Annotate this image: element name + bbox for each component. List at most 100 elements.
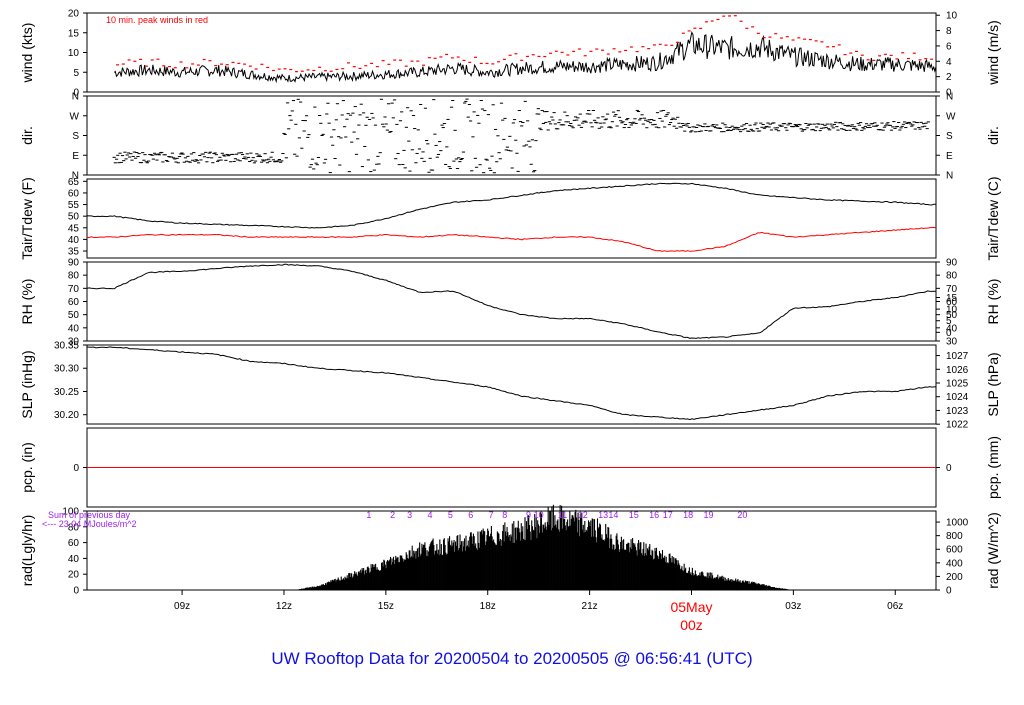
temp-ytick-label-left: 65	[68, 177, 80, 188]
rh-ytick-label-right: 50	[946, 310, 958, 321]
dir-ytick-label-left: E	[72, 151, 79, 162]
rad-ytick-label-right: 400	[946, 558, 963, 569]
pcp-ytick-label-left: 0	[73, 463, 79, 474]
rad-hour-label: 16	[649, 510, 659, 520]
wind-ytick-label-right: 0	[946, 88, 952, 99]
temp-ytick-label-left: 60	[68, 188, 80, 199]
rad-hour-label: 12	[578, 510, 588, 520]
rh-ytick-label-right: 70	[946, 284, 958, 295]
rad-hour-label: 14	[608, 510, 618, 520]
rad-ytick-label-left: 20	[68, 570, 80, 581]
temp-ytick-label-right: 0	[946, 328, 952, 339]
rad-hour-label: 7	[489, 510, 494, 520]
slp-ytick-label-right: 1026	[946, 365, 969, 376]
dir-ytick-label-right: E	[946, 151, 953, 162]
slp-ytick-label-left: 30.20	[54, 410, 79, 421]
x-tick-label: 03z	[785, 601, 801, 612]
slp-ytick-label-right: 1025	[946, 379, 969, 390]
rad-hour-label: 10	[534, 510, 544, 520]
temp-ytick-label-left: 40	[68, 235, 80, 246]
x-date-label: 05May	[670, 599, 712, 615]
rad-hour-label: 19	[703, 510, 713, 520]
wind-ytick-label-right: 6	[946, 41, 952, 52]
wind-ytick-label-left: 20	[68, 9, 80, 20]
rh-ytick-label-right: 80	[946, 271, 958, 282]
rad-hour-label: 5	[448, 510, 453, 520]
rad-hour-label: 3	[407, 510, 412, 520]
rh-ytick-label-left: 90	[68, 258, 80, 269]
rh-ytick-label-left: 50	[68, 310, 80, 321]
rad-ytick-label-right: 200	[946, 572, 963, 583]
rad-ytick-label-right: 600	[946, 545, 963, 556]
rad-hour-label: 4	[427, 510, 432, 520]
dir-ytick-label-left: N	[72, 171, 79, 182]
rad-ytick-label-left: 60	[68, 538, 80, 549]
slp-ytick-label-left: 30.35	[54, 341, 79, 352]
slp-ytick-label-right: 1022	[946, 420, 969, 431]
rad-hour-label: 15	[629, 510, 639, 520]
temp-ytick-label-left: 55	[68, 200, 80, 211]
slp-ylabel-right: SLP (hPa)	[985, 352, 1001, 416]
rad-hour-label: 9	[526, 510, 531, 520]
rad-ytick-label-left: 100	[62, 507, 79, 518]
temp-ytick-label-right: 10	[946, 305, 958, 316]
chart-footer-title: UW Rooftop Data for 20200504 to 20200505…	[271, 649, 753, 668]
dir-ytick-label-right: W	[946, 111, 956, 122]
slp-ytick-label-right: 1023	[946, 406, 969, 417]
rh-ytick-label-right: 60	[946, 297, 958, 308]
pcp-ylabel-right: pcp. (mm)	[985, 436, 1001, 499]
temp-ytick-label-left: 50	[68, 212, 80, 223]
rh-ytick-label-left: 30	[68, 337, 80, 348]
rad-ylabel-left: rad(Lgly/hr)	[19, 515, 35, 587]
rh-ytick-label-left: 60	[68, 297, 80, 308]
pcp-ytick-label-right: 0	[946, 463, 952, 474]
temp-panel-frame	[86, 178, 937, 259]
rad-hour-label: 2	[390, 510, 395, 520]
temp-ytick-label-left: 35	[68, 247, 80, 258]
wind-ytick-label-left: 0	[73, 88, 79, 99]
rh-ytick-label-right: 90	[946, 258, 958, 269]
temp-tair-line	[86, 182, 936, 229]
x-tick-label: 21z	[582, 601, 598, 612]
slp-slp-line	[86, 346, 937, 421]
temp-tdew-line	[86, 227, 936, 252]
slp-panel-frame	[86, 344, 937, 425]
rh-ytick-label-right: 40	[946, 323, 958, 334]
rad-hour-label: 6	[468, 510, 473, 520]
slp-ytick-label-left: 30.30	[54, 364, 79, 375]
dir-ytick-label-left: W	[70, 111, 80, 122]
rad-hour-label: 1	[366, 510, 371, 520]
wind-ytick-label-left: 10	[68, 48, 80, 59]
rad-ytick-label-left: 80	[68, 522, 80, 533]
rh-panel-frame	[86, 261, 937, 342]
rh-ytick-label-left: 40	[68, 323, 80, 334]
rad-sum-label: Sum of previous day	[48, 510, 131, 520]
slp-ytick-label-right: 1024	[946, 392, 969, 403]
dir-ytick-label-left: S	[72, 131, 79, 142]
dir-ytick-label-right: N	[946, 171, 953, 182]
rad-hour-label: 8	[502, 510, 507, 520]
wind-ytick-label-right: 10	[946, 11, 958, 22]
temp-ylabel-left: Tair/Tdew (F)	[19, 177, 35, 259]
temp-ytick-label-right: 5	[946, 316, 952, 327]
rh-ytick-label-left: 80	[68, 271, 80, 282]
wind-ytick-label-left: 5	[73, 68, 79, 79]
x-tick-label: 15z	[378, 601, 394, 612]
temp-ytick-label-left: 45	[68, 223, 80, 234]
rh-ytick-label-left: 70	[68, 284, 80, 295]
wind-ytick-label-right: 4	[946, 57, 952, 68]
wind-ylabel-right: wind (m/s)	[985, 20, 1001, 86]
rad-ytick-label-left: 40	[68, 554, 80, 565]
rad-ytick-label-right: 1000	[946, 518, 969, 529]
rad-ytick-label-right: 0	[946, 586, 952, 597]
rad-hour-label: 11	[558, 510, 567, 520]
slp-ylabel-left: SLP (inHg)	[19, 350, 35, 418]
x-tick-label: 18z	[480, 601, 496, 612]
dir-ylabel-left: dir.	[19, 126, 35, 145]
pcp-ylabel-left: pcp. (in)	[19, 442, 35, 493]
rh-ylabel-left: RH (%)	[19, 279, 35, 325]
dir-ytick-label-left: N	[72, 92, 79, 103]
wind-speed-line	[113, 30, 937, 84]
